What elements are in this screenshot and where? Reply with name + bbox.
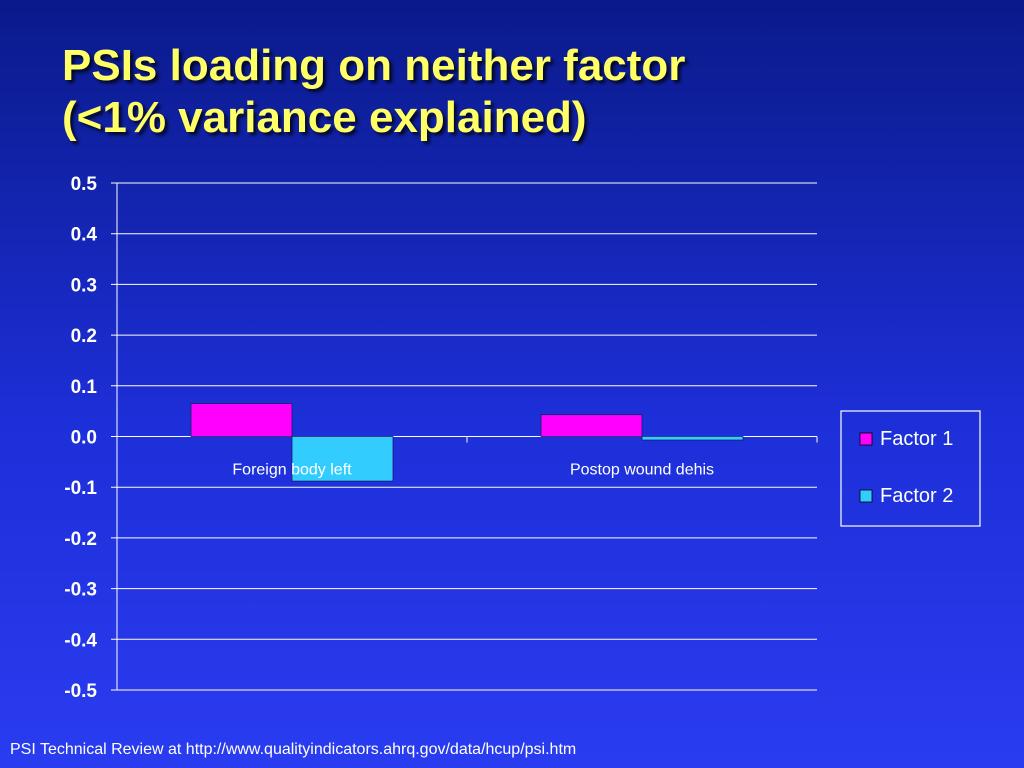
y-tick-label: 0.0 [71, 428, 97, 449]
bar-2-1 [291, 436, 394, 482]
y-tick-label: 0.3 [71, 275, 97, 296]
y-tick-label: 0.2 [71, 326, 97, 347]
legend-swatch-1 [859, 432, 873, 446]
y-tick-label: -0.5 [64, 681, 97, 702]
x-category-label: Postop wound dehis [570, 462, 714, 479]
slide-title: PSIs loading on neither factor (<1% vari… [62, 40, 962, 144]
title-line-2: (<1% variance explained) [62, 93, 587, 142]
y-tick-label: -0.3 [64, 580, 97, 601]
y-tick-label: 0.4 [71, 225, 98, 246]
legend-swatch-2 [859, 489, 873, 503]
bar-2-2 [641, 436, 744, 441]
legend-label-2: Factor 2 [880, 485, 953, 507]
y-tick-label: -0.1 [64, 478, 97, 499]
source-footer: PSI Technical Review at http://www.quali… [10, 741, 577, 758]
y-tick-label: 0.1 [71, 377, 98, 398]
bar-1-1 [190, 403, 293, 437]
title-line-1: PSIs loading on neither factor [62, 41, 686, 90]
legend-label-1: Factor 1 [880, 428, 953, 450]
legend-box [840, 410, 981, 527]
bar-1-2 [540, 414, 643, 437]
x-category-label: Foreign body left [232, 462, 352, 479]
y-tick-label: -0.4 [64, 630, 97, 651]
y-tick-label: 0.5 [71, 174, 98, 195]
y-tick-label: -0.2 [64, 529, 97, 550]
